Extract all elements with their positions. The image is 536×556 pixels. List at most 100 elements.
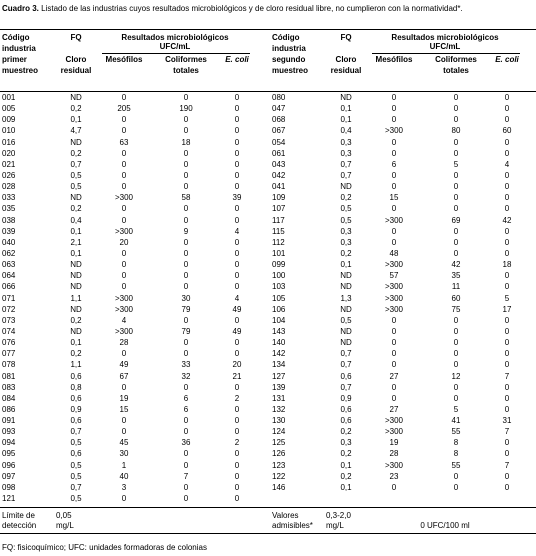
- coli-header: Coliformes: [165, 55, 207, 64]
- results-header: Resultados microbiológicos: [391, 33, 499, 42]
- code-cell: 131: [272, 393, 286, 403]
- cloro-cell: 0,6: [70, 371, 82, 381]
- mesofilos-cell: 19: [119, 393, 129, 403]
- ecoli-cell: 0: [504, 315, 510, 325]
- coliformes-cell: 0: [183, 215, 189, 225]
- code-cell: 076: [2, 338, 16, 348]
- code-cell: 096: [2, 460, 16, 470]
- ecoli-cell: 0: [504, 338, 510, 348]
- mesofilos-cell: 0: [391, 137, 397, 147]
- code-cell: 115: [272, 226, 285, 236]
- footer-label: detección: [2, 521, 37, 530]
- coliformes-cell: 12: [451, 371, 461, 381]
- mesofilos-cell: 48: [389, 248, 399, 258]
- cloro-cell: ND: [70, 260, 82, 270]
- results-rule: [102, 53, 250, 54]
- ecoli-cell: 0: [234, 237, 240, 247]
- ecoli-cell: 0: [234, 260, 240, 270]
- code-cell: 072: [2, 304, 16, 314]
- code-cell: 126: [272, 449, 286, 459]
- cloro-cell: 0,4: [340, 126, 352, 136]
- ecoli-cell: 0: [504, 404, 510, 414]
- cloro-cell: 1,1: [70, 360, 82, 370]
- coliformes-cell: 0: [453, 115, 459, 125]
- mesofilos-cell: 205: [117, 104, 131, 114]
- ecoli-cell: 0: [234, 104, 240, 114]
- footer-value: 0,05: [56, 511, 72, 520]
- cloro-cell: 0,5: [340, 215, 352, 225]
- mesofilos-cell: 0: [121, 260, 127, 270]
- code-header: Código: [272, 33, 300, 42]
- code-cell: 039: [2, 226, 16, 236]
- cloro-cell: 0,8: [70, 382, 82, 392]
- cloro-cell: 0,2: [70, 204, 82, 214]
- code-cell: 095: [2, 449, 16, 459]
- mesofilos-cell: 15: [389, 193, 399, 203]
- code-cell: 099: [272, 260, 286, 270]
- title: Cuadro 3. Listado de las industrias cuyo…: [2, 4, 463, 14]
- coliformes-cell: 0: [183, 93, 189, 102]
- mesofilos-cell: 0: [391, 104, 397, 114]
- ecoli-cell: 0: [234, 115, 240, 125]
- cloro-cell: 0,3: [340, 226, 352, 236]
- cloro-cell: 4,7: [70, 126, 82, 136]
- coliformes-cell: 0: [453, 471, 459, 481]
- coliformes-cell: 30: [181, 293, 191, 303]
- coliformes-cell: 0: [183, 148, 189, 158]
- code-header: primer: [2, 55, 27, 64]
- code-cell: 109: [272, 193, 286, 203]
- mesofilos-cell: >300: [114, 304, 134, 314]
- ecoli-cell: 4: [234, 293, 240, 303]
- footer-label: admisibles*: [272, 521, 313, 530]
- cloro-cell: ND: [340, 338, 352, 348]
- footer-label: Valores: [272, 511, 299, 520]
- ecoli-cell: 0: [234, 137, 240, 147]
- code-cell: 127: [272, 371, 286, 381]
- mesofilos-cell: 57: [389, 271, 399, 281]
- unit-header: UFC/mL: [429, 42, 461, 51]
- ecoli-cell: 0: [504, 382, 510, 392]
- ecoli-cell: 0: [234, 159, 240, 169]
- code-cell: 094: [2, 438, 16, 448]
- ecoli-cell: 0: [504, 193, 510, 203]
- code-cell: 071: [2, 293, 16, 303]
- title-label: Cuadro 3.: [2, 4, 39, 13]
- cloro-cell: 0,2: [340, 471, 352, 481]
- ecoli-cell: 0: [504, 148, 510, 158]
- coliformes-cell: 0: [453, 237, 459, 247]
- ecoli-cell: 4: [234, 226, 240, 236]
- code-cell: 093: [2, 427, 16, 437]
- cloro-cell: 0,1: [70, 338, 82, 348]
- meso-header: Mesófilos: [105, 55, 143, 64]
- cloro-cell: 0,5: [70, 460, 82, 470]
- coliformes-cell: 0: [453, 338, 459, 348]
- mesofilos-cell: 0: [391, 338, 397, 348]
- coliformes-cell: 58: [181, 193, 191, 203]
- cloro-cell: ND: [70, 93, 82, 102]
- cloro-cell: ND: [70, 282, 82, 292]
- mesofilos-cell: 0: [391, 148, 397, 158]
- coliformes-cell: 0: [453, 226, 459, 236]
- mesofilos-cell: 0: [121, 382, 127, 392]
- code-header: industria: [272, 44, 306, 53]
- code-cell: 033: [2, 193, 16, 203]
- code-cell: 106: [272, 304, 286, 314]
- cloro-cell: 0,5: [70, 182, 82, 192]
- ecoli-cell: 39: [232, 193, 242, 203]
- code-cell: 073: [2, 315, 16, 325]
- ecoli-cell: 2: [234, 393, 240, 403]
- coliformes-cell: 0: [183, 237, 189, 247]
- ecoli-cell: 7: [504, 427, 510, 437]
- coliformes-cell: 8: [453, 438, 459, 448]
- mesofilos-cell: 0: [121, 93, 127, 102]
- mesofilos-cell: 0: [121, 349, 127, 359]
- coliformes-cell: 0: [453, 137, 459, 147]
- mesofilos-cell: 0: [391, 115, 397, 125]
- code-cell: 010: [2, 126, 16, 136]
- fq-header: FQ: [70, 33, 82, 42]
- cloro-cell: ND: [340, 271, 352, 281]
- mesofilos-cell: >300: [384, 460, 404, 470]
- mesofilos-cell: 20: [119, 237, 129, 247]
- coli-header: totales: [443, 66, 469, 75]
- code-cell: 124: [272, 427, 286, 437]
